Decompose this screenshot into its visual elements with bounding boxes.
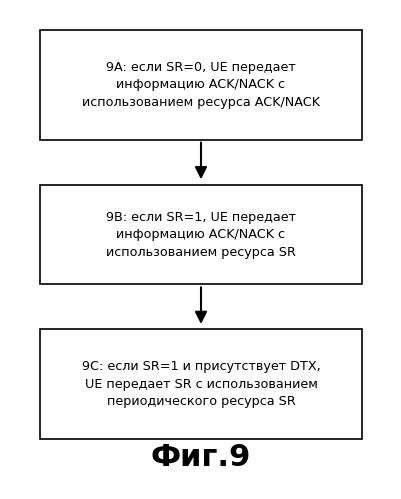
- FancyBboxPatch shape: [40, 185, 361, 284]
- Text: 9B: если SR=1, UE передает
информацию ACK/NACK с
использованием ресурса SR: 9B: если SR=1, UE передает информацию AC…: [106, 211, 295, 258]
- Text: Фиг.9: Фиг.9: [150, 443, 251, 472]
- FancyBboxPatch shape: [40, 329, 361, 439]
- Text: 9C: если SR=1 и присутствует DTX,
UE передает SR с использованием
периодического: 9C: если SR=1 и присутствует DTX, UE пер…: [81, 360, 320, 408]
- FancyBboxPatch shape: [40, 30, 361, 140]
- Text: 9A: если SR=0, UE передает
информацию ACK/NACK с
использованием ресурса ACK/NACK: 9A: если SR=0, UE передает информацию AC…: [82, 61, 319, 109]
